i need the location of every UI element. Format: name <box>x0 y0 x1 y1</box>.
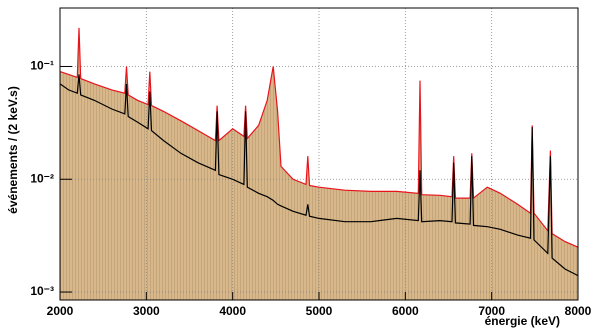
x-tick-label: 6000 <box>392 304 419 318</box>
y-tick-label: 10⁻¹ <box>30 59 54 73</box>
y-tick-label: 10⁻³ <box>30 284 54 298</box>
x-tick-label: 8000 <box>565 304 592 318</box>
x-axis-label: énergie (keV) <box>485 314 560 328</box>
series-line <box>59 74 579 277</box>
x-tick-label: 5000 <box>306 304 333 318</box>
x-tick-label: 3000 <box>133 304 160 318</box>
y-axis-label: événements / (2 keV.s) <box>6 86 20 214</box>
series-line <box>59 27 579 248</box>
y-tick-label: 10⁻² <box>30 171 54 185</box>
x-tick-label: 4000 <box>219 304 246 318</box>
x-tick-label: 7000 <box>478 304 505 318</box>
x-tick-label: 2000 <box>47 304 74 318</box>
area <box>60 27 578 301</box>
